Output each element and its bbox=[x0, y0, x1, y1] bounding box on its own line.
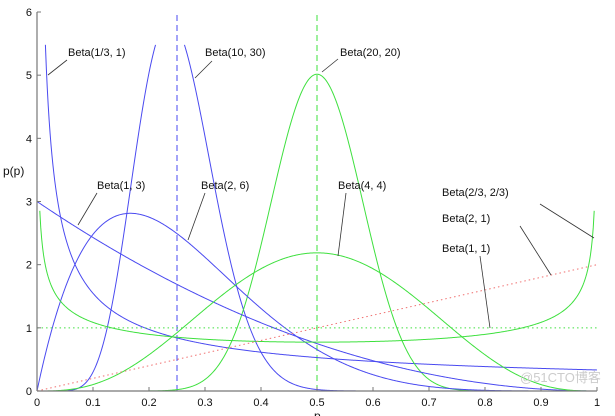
x-tick-label: 0.3 bbox=[197, 397, 212, 409]
y-axis-label: p(p) bbox=[3, 164, 24, 178]
series-line-5 bbox=[37, 252, 597, 392]
annotation-beta-2-3-2-3: Beta(2/3, 2/3) bbox=[442, 187, 595, 239]
svg-text:Beta(2, 6): Beta(2, 6) bbox=[201, 180, 249, 192]
y-tick-label: 0 bbox=[26, 386, 32, 398]
y-tick-label: 1 bbox=[26, 323, 32, 335]
x-axis-label: p bbox=[314, 409, 321, 416]
annotation-beta-20-20: Beta(20, 20) bbox=[321, 47, 401, 73]
annotation-beta-2-6: Beta(2, 6) bbox=[187, 180, 249, 241]
x-tick-label: 0.4 bbox=[253, 397, 268, 409]
series-line-3 bbox=[36, 201, 597, 392]
y-tick-label: 5 bbox=[26, 70, 32, 82]
svg-text:Beta(10, 30): Beta(10, 30) bbox=[205, 47, 266, 59]
x-tick-label: 0 bbox=[34, 397, 40, 409]
annotation-beta-1-1: Beta(1, 1) bbox=[442, 243, 491, 329]
series-line-7 bbox=[36, 264, 598, 392]
annotation-beta-1-3: Beta(1, 3) bbox=[77, 180, 145, 226]
series-line-0 bbox=[44, 44, 597, 371]
svg-text:Beta(1, 3): Beta(1, 3) bbox=[97, 180, 145, 192]
x-tick-label: 1 bbox=[594, 397, 600, 409]
watermark: @51CTO博客 bbox=[520, 370, 601, 385]
annotation-beta-10-30: Beta(10, 30) bbox=[194, 47, 266, 79]
svg-text:Beta(1, 1): Beta(1, 1) bbox=[442, 243, 490, 255]
y-tick-label: 2 bbox=[26, 260, 32, 272]
x-tick-label: 0.5 bbox=[309, 397, 324, 409]
y-tick-label: 3 bbox=[26, 197, 32, 209]
svg-text:Beta(20, 20): Beta(20, 20) bbox=[340, 47, 401, 59]
y-tick-label: 4 bbox=[26, 133, 32, 145]
x-tick-label: 0.2 bbox=[141, 397, 156, 409]
x-tick-label: 0.9 bbox=[533, 397, 548, 409]
annotation-beta-2-1: Beta(2, 1) bbox=[442, 213, 552, 276]
annotation-beta-1-3-1: Beta(1/3, 1) bbox=[47, 47, 125, 76]
x-tick-label: 0.7 bbox=[421, 397, 436, 409]
x-tick-label: 0.6 bbox=[365, 397, 380, 409]
svg-text:Beta(4, 4): Beta(4, 4) bbox=[338, 180, 386, 192]
x-tick-label: 0.8 bbox=[477, 397, 492, 409]
x-tick-label: 0.1 bbox=[85, 397, 100, 409]
annotation-beta-4-4: Beta(4, 4) bbox=[337, 180, 386, 257]
y-tick-label: 6 bbox=[26, 7, 32, 19]
svg-text:Beta(2, 1): Beta(2, 1) bbox=[442, 213, 490, 225]
svg-text:Beta(2/3, 2/3): Beta(2/3, 2/3) bbox=[442, 187, 509, 199]
svg-text:Beta(1/3, 1): Beta(1/3, 1) bbox=[68, 47, 125, 59]
series-line-6 bbox=[39, 210, 595, 343]
